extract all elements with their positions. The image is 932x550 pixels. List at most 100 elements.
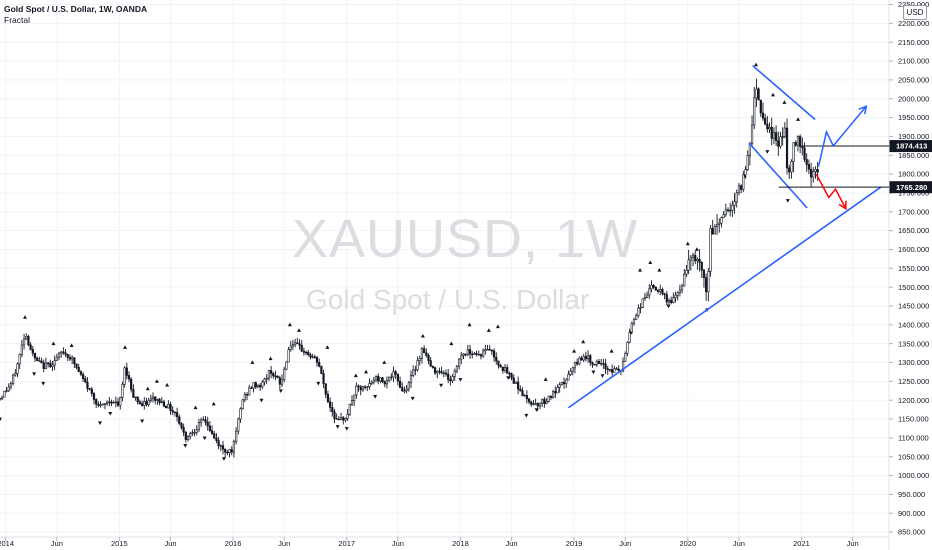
fractal-down-marker [278,389,283,393]
fractal-up-marker [486,328,491,332]
candle-body [390,376,393,379]
candle-body [370,381,373,384]
candle-body [418,358,421,361]
candle-body [514,381,518,384]
candle-body [42,362,45,369]
candle-body [685,269,688,275]
candle-body [385,380,389,385]
y-tick-label: 950.000 [898,490,925,499]
candle-body [329,401,332,408]
candle-body [659,288,662,292]
candle-body [722,214,725,218]
x-tick-label: 2021 [793,539,810,548]
candle-body [169,403,172,411]
candle-body [71,357,74,360]
arrow-line [815,173,847,210]
candle-body [22,338,26,346]
candle-body [77,366,80,372]
candle-body [442,372,445,374]
candle-body [670,299,673,303]
candle-body [208,425,211,431]
candle-body [119,397,122,406]
candle-body [193,432,196,434]
candle-body [224,448,227,453]
candle-body [18,354,21,365]
candle-body [477,354,480,356]
candle-body [44,362,48,369]
candle-body [586,355,590,360]
candle-body [567,374,570,381]
x-tick-label: Jun [392,539,404,548]
candle-body [781,136,784,138]
candle-body [584,356,588,360]
fractal-up-marker [648,260,653,265]
fractal-up-marker [581,339,586,344]
candle-body [449,379,452,382]
candle-body [57,352,61,358]
candle-body [195,429,198,433]
candle-body [436,370,439,374]
price-tag [890,159,932,171]
candle-body [486,349,489,351]
candle-body [5,390,8,392]
candle-body [694,254,697,262]
candle-body [794,142,797,146]
fractal-up-marker [685,241,690,246]
candle-body [792,142,795,162]
candle-body [785,127,789,169]
candle-body [184,432,187,440]
candle-body [611,369,614,373]
candle-body [160,401,163,403]
candle-body [241,399,244,410]
candle-body [720,217,723,224]
fractal-up-marker [268,356,273,361]
trend-line [752,64,816,121]
symbol-title[interactable]: Gold Spot / U.S. Dollar, 1W, OANDA [4,4,148,14]
candle-body [503,367,507,371]
currency-button[interactable]: USD [903,5,927,20]
indicator-label[interactable]: Fractal [4,15,30,25]
candle-body [9,383,13,388]
y-tick-label: 1050.000 [898,452,929,461]
candle-body [75,363,78,368]
candle-body [178,416,181,424]
candle-body [665,294,668,303]
y-tick-label: 2100.000 [898,57,929,66]
candle-body [53,360,56,366]
candle-body [55,356,58,361]
candle-body [429,360,432,367]
candle-body [777,140,780,147]
candle-body [512,377,515,384]
candle-body [455,365,459,372]
candle-body [440,371,443,374]
candle-body [571,367,574,372]
fractal-up-marker [145,386,150,391]
candle-body [534,403,537,405]
fractal-up-marker [287,322,292,327]
candle-body [606,368,609,370]
candle-body [84,378,87,383]
candle-body [206,421,209,427]
candle-body [162,401,166,407]
fractal-up-marker [364,369,369,374]
candle-body [761,112,765,119]
candle-body [580,357,583,361]
candle-body [438,370,441,373]
candle-body [86,381,89,389]
candle-body [562,381,566,385]
candle-body [173,411,176,414]
candle-body [125,367,128,376]
candle-body [604,363,607,370]
candle-body [274,375,277,377]
candle-body [108,401,111,404]
candle-body [230,449,233,453]
candle-body [398,380,402,388]
candle-body [523,395,526,397]
candle-body [346,414,349,419]
candle-body [740,185,743,190]
candle-body [259,384,262,388]
candle-body [226,451,229,454]
candle-body [217,440,220,447]
candle-body [471,353,474,356]
